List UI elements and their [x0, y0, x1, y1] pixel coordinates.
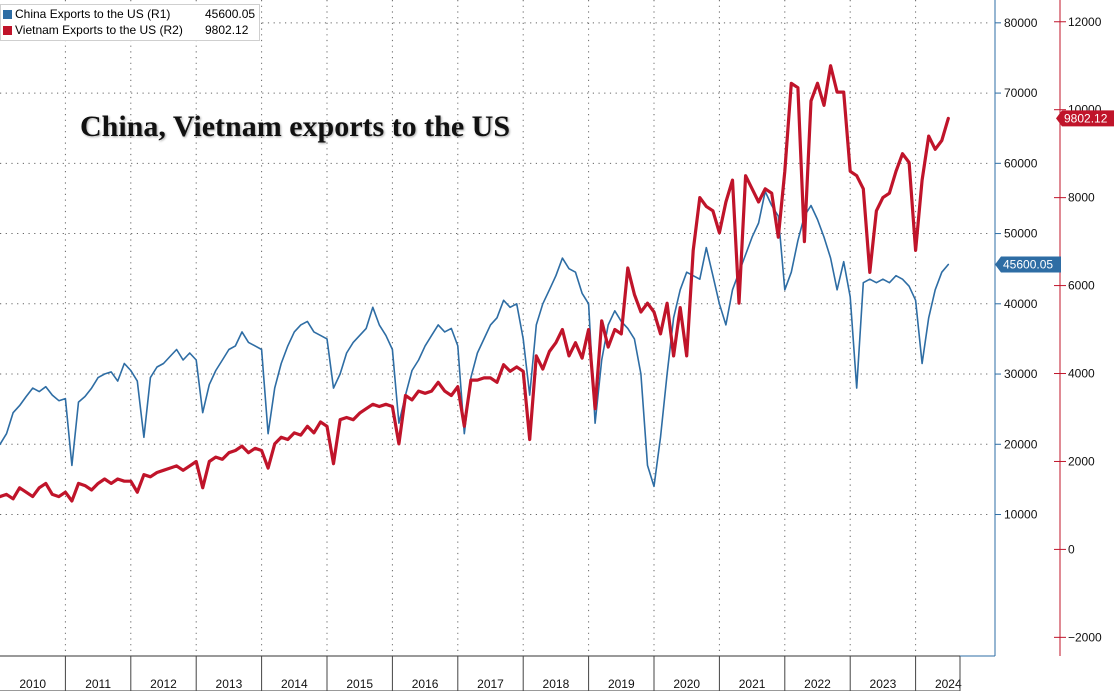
- last-value-tags: 45600.05 9802.12: [995, 110, 1114, 273]
- last-value-tag-vietnam: 9802.12: [1056, 110, 1114, 127]
- legend-label-vietnam: Vietnam Exports to the US (R2): [15, 23, 183, 37]
- last-value-tag-china: 45600.05: [995, 256, 1061, 273]
- last-value-tag-vietnam-text: 9802.12: [1064, 111, 1108, 125]
- last-value-tag-vietnam-box: [1056, 110, 1114, 127]
- r2-tick-label: 2000: [1068, 454, 1095, 468]
- r2-tick-label: 8000: [1068, 191, 1095, 205]
- x-tick-label: 2016: [412, 677, 439, 691]
- x-tick-label: 2022: [804, 677, 831, 691]
- x-tick-label: 2024: [935, 677, 962, 691]
- legend-swatch-china: [3, 9, 12, 19]
- r1-tick-label: 50000: [1004, 227, 1038, 241]
- x-tick-label: 2012: [150, 677, 177, 691]
- r2-tick-label: 4000: [1068, 367, 1095, 381]
- last-value-tag-china-text: 45600.05: [1003, 257, 1053, 271]
- x-tick-label: 2017: [477, 677, 504, 691]
- legend-value-china: 45600.05: [205, 7, 256, 21]
- series-line-china: [0, 190, 950, 488]
- x-tick-label: 2010: [19, 677, 46, 691]
- series-group: [0, 64, 950, 503]
- x-tick-label: 2013: [216, 677, 243, 691]
- legend-value-vietnam: 9802.12: [205, 23, 249, 37]
- legend-item-vietnam: Vietnam Exports to the US (R2) 9802.12: [3, 22, 255, 38]
- chart-title: China, Vietnam exports to the US: [80, 110, 511, 143]
- x-tick-label: 2015: [346, 677, 373, 691]
- x-tick-label: 2023: [870, 677, 897, 691]
- x-tick-label: 2021: [739, 677, 766, 691]
- r1-tick-label: 10000: [1004, 508, 1038, 522]
- r2-tick-label: −2000: [1068, 630, 1102, 644]
- r1-axis: 10000 20000 30000 40000 50000 60000 70000 80000…: [960, 0, 1038, 657]
- legend-swatch-vietnam: [3, 25, 12, 35]
- r2-tick-label: 12000: [1068, 15, 1102, 29]
- x-tick-label: 2020: [673, 677, 700, 691]
- last-value-tag-china-box: [995, 256, 1061, 273]
- r1-tick-label: 30000: [1004, 367, 1038, 381]
- r1-tick-label: 80000: [1004, 16, 1038, 30]
- r1-tick-label: 70000: [1004, 86, 1038, 100]
- series-line-vietnam: [0, 64, 950, 503]
- legend-item-china: China Exports to the US (R1) 45600.05: [3, 6, 255, 22]
- legend-label-china: China Exports to the US (R1): [15, 7, 171, 21]
- r1-tick-label: 40000: [1004, 297, 1038, 311]
- x-tick-label: 2011: [85, 677, 111, 691]
- x-axis: 2010 2011 2012 2013 2014 2015 2016 2017 2018 2019…: [0, 655, 990, 691]
- r1-tick-label: 20000: [1004, 437, 1038, 451]
- x-tick-label: 2019: [608, 677, 635, 691]
- legend: China Exports to the US (R1) 45600.05 Vi…: [0, 4, 261, 41]
- x-tick-label: 2018: [543, 677, 570, 691]
- r1-tick-label: 60000: [1004, 156, 1038, 170]
- grid: [0, 0, 990, 656]
- r2-tick-label: 6000: [1068, 279, 1095, 293]
- r2-tick-label: 0: [1068, 542, 1075, 556]
- x-tick-label: 2014: [281, 677, 308, 691]
